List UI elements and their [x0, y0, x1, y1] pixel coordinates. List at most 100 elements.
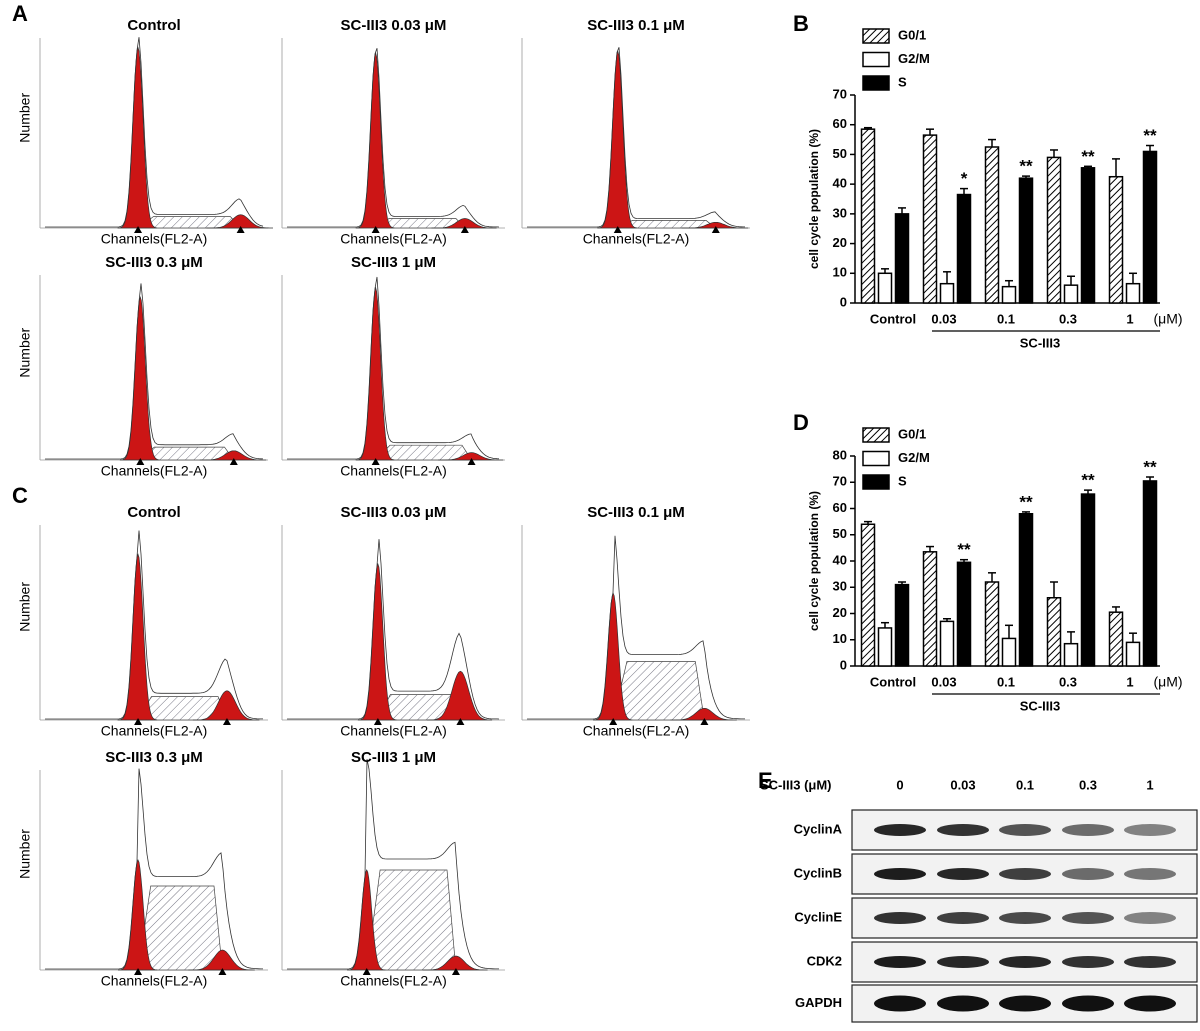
band: [1124, 868, 1176, 880]
bar: [1125, 641, 1141, 667]
band: [999, 868, 1051, 880]
y-tick-label: 70: [833, 474, 847, 489]
y-tick-label: 60: [833, 116, 847, 131]
plot-title: SC-III3 0.1 μM: [587, 504, 685, 521]
x-axis-label: Channels(FL2-A): [340, 723, 447, 739]
x-axis-label: Channels(FL2-A): [101, 973, 208, 989]
peak-marker: [136, 458, 145, 465]
x-tick-label: Control: [870, 674, 916, 689]
x-axis-label: Channels(FL2-A): [340, 973, 447, 989]
y-tick-label: 50: [833, 146, 847, 161]
legend-swatch: [862, 450, 890, 467]
bar: [1018, 177, 1034, 304]
bar: [894, 583, 910, 667]
bar: [956, 193, 972, 304]
hist-g1-peak: [347, 869, 386, 971]
band: [874, 956, 926, 968]
band: [937, 868, 989, 880]
dose: 0: [896, 777, 903, 792]
hist-envelope: [527, 535, 745, 720]
bar: [956, 561, 972, 667]
bar: [984, 581, 1000, 667]
hist-s-phase: [612, 661, 705, 721]
hist-g2-peak: [670, 707, 737, 721]
hist-g2-peak: [427, 670, 493, 721]
hist-g2-peak: [438, 452, 504, 461]
peak-marker: [700, 718, 709, 725]
y-tick-label: 30: [833, 579, 847, 594]
plot-title: Control: [127, 504, 180, 521]
legend-swatch: [862, 28, 890, 44]
hist-g2-peak: [681, 221, 749, 229]
hist-s-phase: [136, 216, 241, 229]
significance: **: [1019, 492, 1033, 511]
protein-label: GAPDH: [795, 995, 842, 1010]
peak-marker: [711, 226, 720, 233]
peak-marker: [460, 226, 469, 233]
legend-swatch: [862, 51, 890, 68]
y-tick-label: 20: [833, 605, 847, 620]
bar: [1108, 611, 1124, 667]
band: [1062, 824, 1114, 836]
hist-g2-peak: [206, 214, 273, 229]
bar: [860, 128, 876, 304]
bar: [1063, 284, 1079, 304]
x-unit: (μM): [1153, 674, 1182, 690]
bar: [1046, 156, 1062, 304]
peak-marker: [371, 226, 380, 233]
plot-title: SC-III3 0.3 μM: [105, 749, 203, 766]
plot-title: Control: [127, 17, 180, 34]
band: [874, 824, 926, 836]
band: [1124, 824, 1176, 836]
band: [1062, 956, 1114, 968]
significance: *: [961, 169, 968, 188]
protein-label: CyclinB: [794, 865, 842, 880]
band: [874, 868, 926, 880]
legend-label: G0/1: [898, 426, 926, 441]
y-axis-label: Number: [17, 582, 33, 632]
x-tick-label: 1: [1126, 674, 1133, 689]
bar: [1001, 637, 1017, 667]
hist-envelope: [45, 37, 264, 228]
hist-g1-peak: [355, 51, 395, 229]
y-tick-label: 0: [840, 294, 847, 309]
hist-s-phase: [375, 444, 472, 461]
x-tick-label: Control: [870, 311, 916, 326]
peak-marker: [134, 968, 143, 975]
y-tick-label: 80: [833, 447, 847, 462]
x-tick-label: 0.03: [931, 674, 956, 689]
band: [999, 912, 1051, 924]
band: [937, 912, 989, 924]
band: [1124, 956, 1176, 968]
significance: **: [1081, 471, 1095, 490]
hist-g1-peak: [355, 286, 395, 461]
hist-g2-peak: [192, 690, 260, 721]
peak-marker: [134, 226, 143, 233]
hist-s-phase: [366, 869, 457, 971]
legend-label: G2/M: [898, 51, 930, 66]
significance: **: [1081, 147, 1095, 166]
band: [937, 824, 989, 836]
y-tick-label: 30: [833, 205, 847, 220]
panel-label: E: [758, 768, 773, 793]
hist-g2-peak: [431, 218, 497, 229]
bar: [1080, 167, 1096, 304]
x-axis-label: Channels(FL2-A): [101, 723, 208, 739]
bar: [1063, 642, 1079, 667]
plot-title: SC-III3 1 μM: [351, 749, 436, 766]
hist-s-phase: [139, 446, 235, 461]
bar: [877, 627, 893, 667]
protein-label: CDK2: [807, 953, 842, 968]
y-tick-label: 40: [833, 176, 847, 191]
bar: [1018, 513, 1034, 667]
peak-marker: [451, 968, 460, 975]
legend-swatch: [862, 474, 890, 490]
group-label: SC-III3: [1020, 698, 1060, 713]
x-tick-label: 0.3: [1059, 311, 1077, 326]
band: [874, 995, 926, 1012]
band: [937, 956, 989, 968]
band: [1124, 995, 1176, 1012]
x-axis-label: Channels(FL2-A): [101, 231, 208, 247]
band: [999, 824, 1051, 836]
